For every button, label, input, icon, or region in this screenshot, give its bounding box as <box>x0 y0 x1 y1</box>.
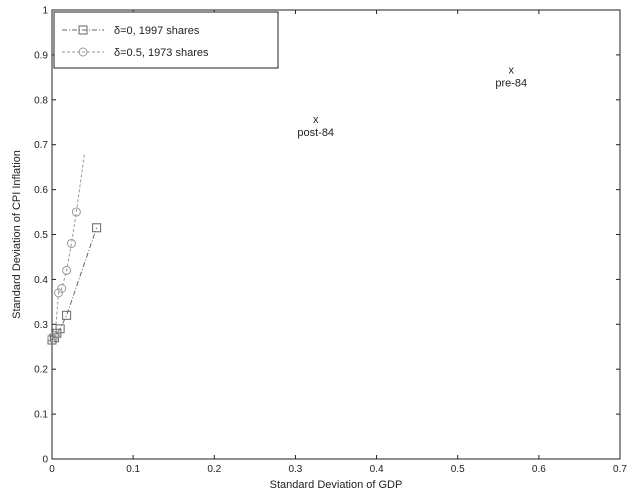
series-line <box>51 227 98 341</box>
legend-item: δ=0.5, 1973 shares <box>62 47 209 59</box>
legend-label: δ=0, 1997 shares <box>114 25 200 37</box>
x-tick-label: 0.5 <box>451 464 465 475</box>
x-tick-label: 0 <box>49 464 55 475</box>
y-tick-label: 0.4 <box>34 275 48 286</box>
x-tick-label: 0.2 <box>207 464 221 475</box>
y-tick-label: 0.6 <box>34 185 48 196</box>
legend-label: δ=0.5, 1973 shares <box>114 47 209 59</box>
series-layer <box>47 153 102 345</box>
data-point-circle <box>66 238 76 248</box>
data-point-square <box>47 335 57 345</box>
legend-box <box>53 11 279 69</box>
x-axis-label: Standard Deviation of GDP <box>270 479 403 491</box>
x-tick-label: 0.4 <box>370 464 384 475</box>
annotation-x-marker: x <box>509 65 515 77</box>
y-tick-label: 0.9 <box>34 50 48 61</box>
plot-area <box>51 9 621 460</box>
y-tick-label: 1 <box>42 6 48 17</box>
x-tick-label: 0.6 <box>532 464 546 475</box>
data-point-circle <box>71 207 81 217</box>
x-axis-ticks: 0 0.1 0.2 0.3 0.4 0.5 0.6 0.7 <box>49 10 627 475</box>
legend-item: δ=0, 1997 shares <box>62 25 200 37</box>
data-point-square <box>92 223 102 233</box>
data-point-circle <box>50 331 60 341</box>
y-tick-label: 0.1 <box>34 410 48 421</box>
data-point-square <box>78 25 88 35</box>
series-line <box>51 153 85 339</box>
y-tick-label: 0.3 <box>34 320 48 331</box>
data-point-circle <box>57 283 67 293</box>
x-tick-label: 0.1 <box>126 464 140 475</box>
x-tick-label: 0.7 <box>613 464 627 475</box>
annotation-label: post-84 <box>297 127 334 139</box>
x-tick-label: 0.3 <box>288 464 302 475</box>
annotation-x-marker: x <box>313 114 319 126</box>
data-point-circle <box>53 288 63 298</box>
annotation-label: pre-84 <box>495 78 527 90</box>
y-tick-label: 0.5 <box>34 230 48 241</box>
y-tick-label: 0.2 <box>34 365 48 376</box>
legend: δ=0, 1997 shares δ=0.5, 1973 shares <box>53 11 279 69</box>
y-axis-label: Standard Deviation of CPI Inflation <box>11 150 23 319</box>
y-tick-label: 0.8 <box>34 95 48 106</box>
series-2 <box>47 153 85 343</box>
y-tick-label: 0 <box>42 455 48 466</box>
data-point-circle <box>62 265 72 275</box>
data-point-square <box>62 310 72 320</box>
series-1 <box>47 223 102 345</box>
data-point-circle <box>78 47 88 57</box>
y-axis-ticks: 0 0.1 0.2 0.3 0.4 0.5 0.6 0.7 0.8 0.9 1 <box>34 6 620 466</box>
y-tick-label: 0.7 <box>34 140 48 151</box>
